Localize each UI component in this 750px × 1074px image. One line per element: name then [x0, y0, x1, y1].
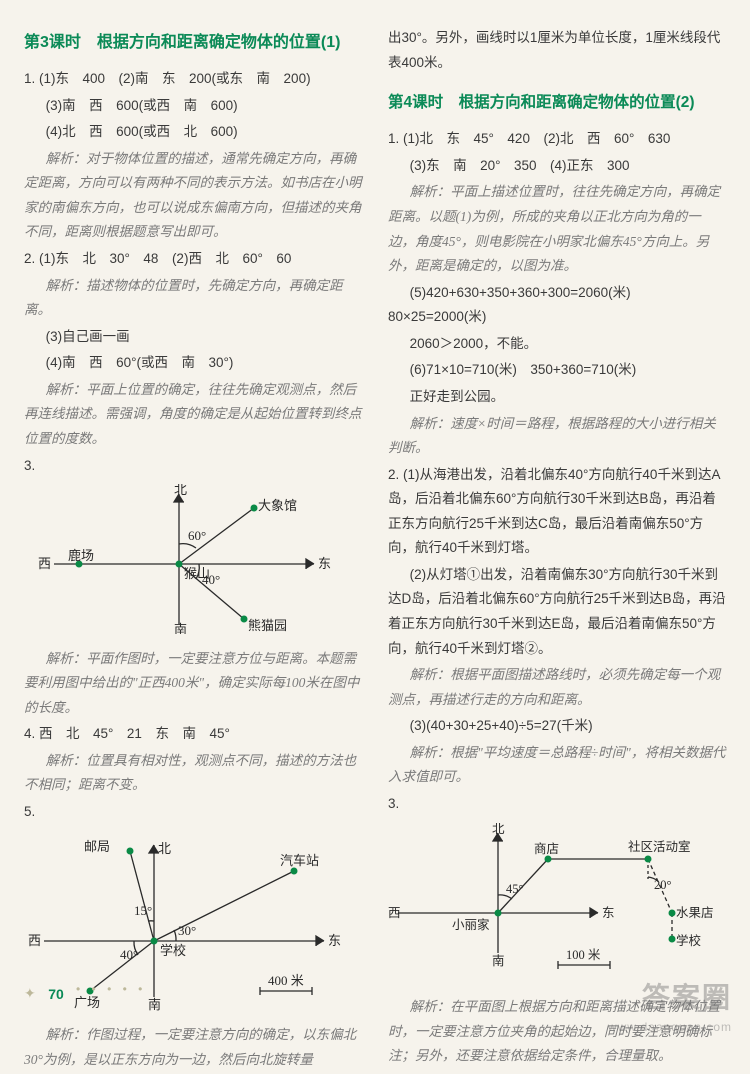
analysis-label: 解析： [46, 651, 87, 666]
r-a2c: 解析：根据"平均速度＝总路程÷时间"，将相关数据代入求值即可。 [388, 741, 726, 790]
lbl-fruit: 水果店 [676, 906, 714, 920]
r-a2: 解析：根据平面图描述路线时，必须先确定每一个观测点，再描述行走的方向和距离。 [388, 663, 726, 712]
q2-analysis-a: 解析：描述物体的位置时，先确定方向，再确定距离。 [24, 274, 362, 323]
lbl-bus: 汽车站 [280, 853, 319, 868]
lbl-home: 小丽家 [452, 917, 490, 932]
r-q1b: (3)东 南 20° 350 (4)正东 300 [388, 154, 726, 179]
r-a1b: 解析：速度×时间＝路程，根据路程的大小进行相关判断。 [388, 412, 726, 461]
lbl-panda: 熊猫园 [248, 618, 287, 633]
lbl-deer: 鹿场 [68, 548, 94, 563]
lbl-40: 40° [120, 947, 138, 962]
dir-east: 东 [602, 906, 615, 920]
dir-south: 南 [492, 953, 505, 968]
lbl-square: 广场 [74, 995, 100, 1010]
dir-east: 东 [318, 556, 331, 571]
lbl-school: 学校 [160, 943, 186, 958]
q4-line: 4. 西 北 45° 21 东 南 45° [24, 722, 362, 747]
page-star-icon: ✦ [24, 985, 36, 1002]
dir-east: 东 [328, 933, 341, 948]
r-q1e: (6)71×10=710(米) 350+360=710(米) [388, 358, 726, 383]
q1-line2: (3)南 西 600(或西 南 600) [24, 94, 362, 119]
analysis-label: 解析： [46, 151, 87, 166]
lbl-elephant: 大象馆 [258, 498, 297, 513]
lbl-40: 40° [202, 572, 220, 587]
dir-west: 西 [38, 556, 51, 571]
lbl-45: 45° [506, 882, 524, 896]
analysis-label: 解析： [410, 999, 451, 1014]
q3-analysis: 解析：平面作图时，一定要注意方位与距离。本题需要利用图中给出的"正西400米"，… [24, 647, 362, 721]
q5-analysis: 解析：作图过程，一定要注意方向的确定，以东偏北30°为例，是以正东方向为一边，然… [24, 1023, 362, 1072]
q3-label: 3. [24, 454, 362, 479]
analysis-label: 解析： [410, 667, 451, 682]
analysis-label: 解析： [46, 1027, 87, 1042]
analysis-label: 解析： [410, 745, 451, 760]
r-q1a: 1. (1)北 东 45° 420 (2)北 西 60° 630 [388, 127, 726, 152]
lbl-20: 20° [654, 878, 672, 892]
two-column-layout: 第3课时 根据方向和距离确定物体的位置(1) 1. (1)东 400 (2)南 … [24, 24, 726, 1074]
q1-line3: (4)北 西 600(或西 北 600) [24, 120, 362, 145]
r-q1d: 2060＞2000，不能。 [388, 332, 726, 357]
lbl-shop: 商店 [534, 841, 559, 856]
r-q1f: 正好走到公园。 [388, 385, 726, 410]
dir-south: 南 [148, 997, 161, 1011]
q5-label: 5. [24, 800, 362, 825]
figure-monkey-mountain: 北 南 东 西 猴山 大象馆 熊猫园 鹿场 60° 40° [24, 484, 362, 643]
lbl-15: 15° [134, 903, 152, 918]
r-q2b: (2)从灯塔①出发，沿着南偏东30°方向航行30千米到达D岛，后沿着北偏东60°… [388, 563, 726, 661]
dir-west: 西 [28, 933, 41, 948]
q2-line3: (4)南 西 60°(或西 南 30°) [24, 351, 362, 376]
analysis-label: 解析： [410, 184, 451, 199]
analysis-label: 解析： [410, 416, 451, 431]
q4-analysis: 解析：位置具有相对性，观测点不同，描述的方法也不相同；距离不变。 [24, 749, 362, 798]
lbl-60: 60° [188, 528, 206, 543]
dir-north: 北 [158, 841, 171, 856]
r-q2a: 2. (1)从海港出发，沿着北偏东40°方向航行40千米到达A岛，后沿着北偏东6… [388, 463, 726, 561]
q1-analysis: 解析：对于物体位置的描述，通常先确定方向，再确定距离，方向可以有两种不同的表示方… [24, 147, 362, 245]
page-number: 70 [40, 978, 72, 1010]
dir-west: 西 [388, 906, 401, 920]
page-dots: • • • • • [76, 982, 146, 996]
r-q1c: (5)420+630+350+360+300=2060(米) 80×25=200… [388, 281, 726, 330]
lbl-school: 学校 [676, 933, 702, 948]
lbl-30: 30° [178, 923, 196, 938]
r-q3-label: 3. [388, 792, 726, 817]
lbl-community: 社区活动室 [628, 839, 691, 854]
q2-line1: 2. (1)东 北 30° 48 (2)西 北 60° 60 [24, 247, 362, 272]
figure-school: 北 南 东 西 邮局 汽车站 广场 学校 15° 30° 40° [24, 831, 362, 1020]
r-q2c: (3)(40+30+25+40)÷5=27(千米) [388, 714, 726, 739]
lbl-scale: 400 米 [268, 973, 304, 988]
q2-analysis-b: 解析：平面上位置的确定，往往先确定观测点，然后再连线描述。需强调，角度的确定是从… [24, 378, 362, 452]
lbl-scale: 100 米 [566, 948, 601, 962]
q2-line2: (3)自己画一画 [24, 325, 362, 350]
dir-north: 北 [492, 823, 505, 836]
figure-xiaolijia: 北 南 东 西 商店 社区活动室 水果店 学校 小丽家 45° 20° [388, 823, 726, 992]
watermark: 答案圈 [642, 976, 732, 1016]
dir-north: 北 [174, 484, 187, 497]
r-a1: 解析：平面上描述位置时，往往先确定方向，再确定距离。以题(1)为例，所成的夹角以… [388, 180, 726, 278]
carryover-text: 出30°。另外，画线时以1厘米为单位长度，1厘米线段代表400米。 [388, 26, 726, 75]
dir-south: 南 [174, 622, 187, 634]
analysis-label: 解析： [46, 753, 87, 768]
lesson3-title: 第3课时 根据方向和距离确定物体的位置(1) [24, 28, 362, 57]
lesson4-title: 第4课时 根据方向和距离确定物体的位置(2) [388, 89, 726, 117]
q1-line1: 1. (1)东 400 (2)南 东 200(或东 南 200) [24, 67, 362, 92]
right-column: 出30°。另外，画线时以1厘米为单位长度，1厘米线段代表400米。 第4课时 根… [388, 24, 726, 1074]
left-column: 第3课时 根据方向和距离确定物体的位置(1) 1. (1)东 400 (2)南 … [24, 24, 362, 1074]
analysis-label: 解析： [46, 278, 87, 293]
analysis-label: 解析： [46, 382, 87, 397]
lbl-post: 邮局 [84, 839, 110, 854]
